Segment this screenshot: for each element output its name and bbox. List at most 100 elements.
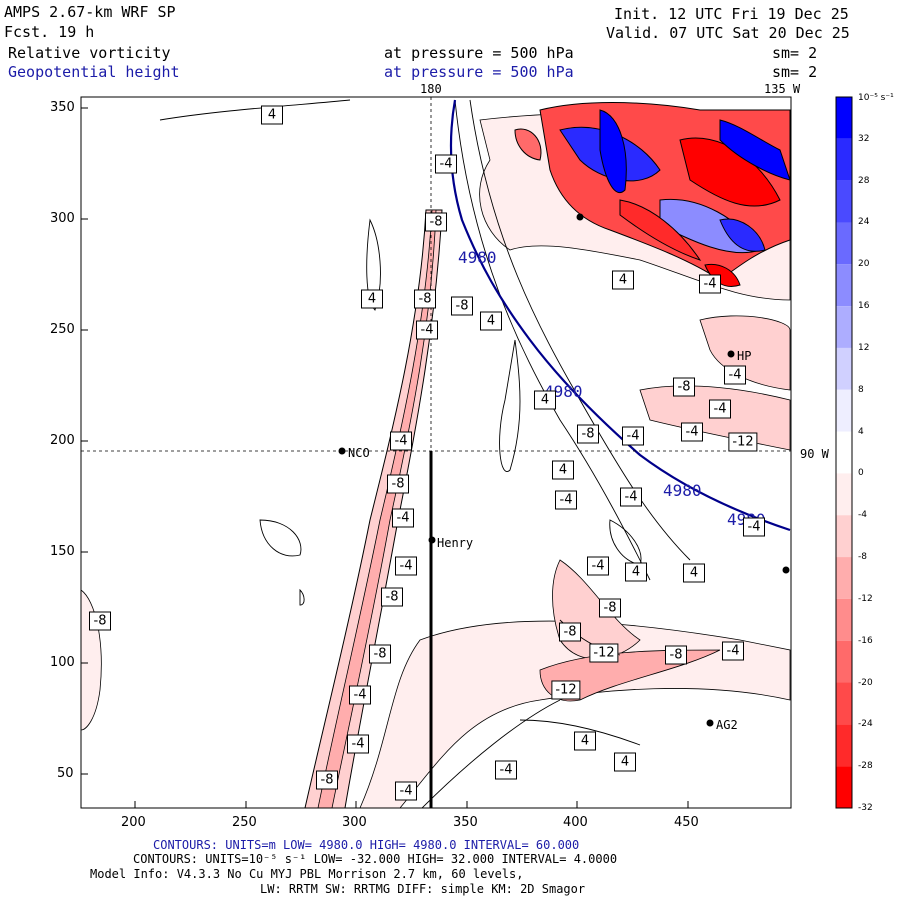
forecast-hour: Fcst. 19 h [4,23,95,41]
colorbar-tick: -4 [858,510,867,521]
colorbar [835,96,853,809]
colorbar-tick: -20 [858,677,873,688]
vorticity-label: -4 [681,422,703,442]
colorbar-tick: -28 [858,761,873,772]
x-tick-400: 400 [563,815,588,830]
x-tick-200: 200 [121,815,146,830]
footer-physics: LW: RRTM SW: RRTMG DIFF: simple KM: 2D S… [260,882,586,896]
vorticity-label: -8 [316,770,338,790]
y-tick-50: 50 [57,766,74,781]
station-henry-marker [428,536,436,544]
map-frame [80,96,792,809]
colorbar-frame [835,96,853,809]
vorticity-label: -4 [743,517,765,537]
lon-label-180: 180 [420,82,442,96]
colorbar-tick: 20 [858,259,870,270]
vorticity-label: -4 [699,274,721,294]
vorticity-label: -8 [387,474,409,494]
station-marker-4 [576,213,584,221]
vorticity-label: -4 [390,431,412,451]
vorticity-label: -4 [709,399,731,419]
colorbar-swatch [836,640,852,683]
vorticity-label: -4 [435,154,457,174]
field2-name: Geopotential height [8,63,180,81]
colorbar-swatch [836,766,852,808]
colorbar-swatch [836,264,852,307]
colorbar-tick: 28 [858,175,870,186]
colorbar-swatch [836,431,852,474]
station-marker-5 [782,566,790,574]
colorbar-swatch [836,724,852,767]
vorticity-label: -4 [349,685,371,705]
footer-height-contours: CONTOURS: UNITS=m LOW= 4980.0 HIGH= 4980… [153,838,580,852]
colorbar-tick: -24 [858,719,873,730]
y-tick-150: 150 [50,544,75,559]
lon-label-90w: 90 W [800,447,829,461]
station-hp-marker [727,350,735,358]
vorticity-label: 4 [612,270,634,290]
model-title: AMPS 2.67-km WRF SP [4,3,176,21]
vorticity-label: 4 [261,105,283,125]
vorticity-label: -8 [89,611,111,631]
geopotential-contour-4980 [449,99,791,532]
vorticity-label: -12 [589,643,619,663]
colorbar-tick: 12 [858,342,870,353]
colorbar-swatch [836,138,852,181]
station-henry-label: Henry [437,536,474,550]
field1-level: at pressure = 500 hPa [384,44,574,62]
colorbar-tick: 32 [858,133,870,144]
colorbar-swatch [836,598,852,641]
colorbar-tick: 16 [858,301,870,312]
vorticity-label: -8 [369,644,391,664]
vorticity-label: -4 [587,556,609,576]
vorticity-area-hp [699,315,791,391]
vorticity-label: 4 [534,390,556,410]
colorbar-swatch [836,97,852,139]
vorticity-dense-area [514,102,791,287]
colorbar-swatch [836,389,852,432]
vorticity-label: 4 [480,311,502,331]
x-tick-250: 250 [232,815,257,830]
vorticity-label: -4 [495,760,517,780]
vorticity-label: -12 [728,432,758,452]
vorticity-label: -12 [551,680,581,700]
colorbar-swatch [836,557,852,599]
lon-label-135w: 135 W [764,82,801,96]
vorticity-label: 4 [574,731,596,751]
vorticity-label: 4 [361,289,383,309]
colorbar-swatch [836,347,852,390]
station-ag2-marker [706,719,714,727]
colorbar-tick: -32 [858,803,873,813]
y-tick-200: 200 [50,433,75,448]
y-tick-350: 350 [50,100,75,115]
vorticity-ribbon [304,209,443,808]
vorticity-label: -4 [722,641,744,661]
valid-time: Valid. 07 UTC Sat 20 Dec 25 [606,24,850,42]
vorticity-label: 4 [552,460,574,480]
y-tick-100: 100 [50,655,75,670]
colorbar-swatch [836,222,852,265]
colorbar-swatch [836,682,852,725]
vorticity-label: -4 [724,365,746,385]
field1-name: Relative vorticity [8,44,171,62]
footer-model-info: Model Info: V4.3.3 No Cu MYJ PBL Morriso… [90,867,524,881]
station-nco-marker [338,447,346,455]
colorbar-swatch [836,473,852,516]
colorbar-tick: 0 [858,468,864,479]
station-nco-label: NCO [348,446,370,460]
colorbar-tick: 8 [858,384,864,395]
vorticity-label: -4 [395,556,417,576]
vorticity-label: -8 [414,289,436,309]
footer-vorticity-contours: CONTOURS: UNITS=10⁻⁵ s⁻¹ LOW= -32.000 HI… [133,852,618,866]
colorbar-tick: 24 [858,217,870,228]
x-tick-450: 450 [674,815,699,830]
vorticity-label: -4 [555,490,577,510]
colorbar-swatch [836,180,852,223]
vorticity-label: -8 [599,598,621,618]
vorticity-label: -4 [620,487,642,507]
field2-level: at pressure = 500 hPa [384,63,574,81]
height-label: 4980 [663,481,702,500]
colorbar-swatch [836,515,852,558]
vorticity-label: -4 [622,426,644,446]
